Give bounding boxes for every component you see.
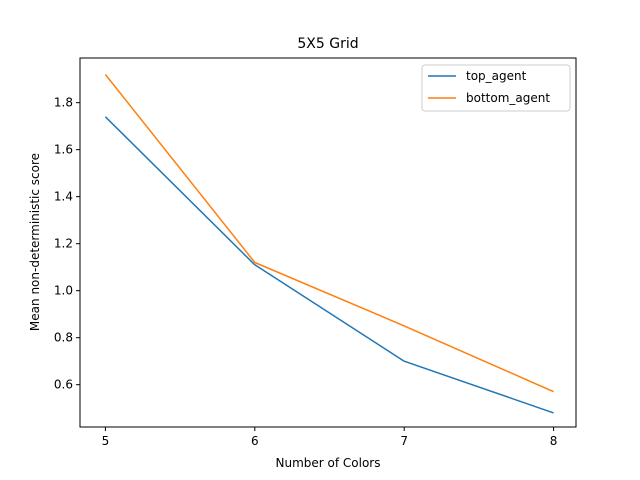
chart-title: 5X5 Grid — [297, 36, 358, 52]
legend-label: top_agent — [466, 69, 527, 83]
y-tick-label: 1.2 — [54, 237, 73, 251]
x-tick-label: 8 — [550, 434, 558, 448]
y-tick-label: 1.6 — [54, 143, 73, 157]
x-axis: 5 6 7 8 — [102, 427, 558, 448]
y-tick-label: 1.8 — [54, 96, 73, 110]
y-axis: 0.6 0.8 1.0 1.2 1.4 1.6 1.8 — [54, 96, 80, 392]
x-tick-label: 6 — [251, 434, 259, 448]
y-tick-label: 0.8 — [54, 331, 73, 345]
plot-area-frame — [79, 57, 577, 428]
x-tick-label: 5 — [102, 434, 110, 448]
y-tick-label: 0.6 — [54, 378, 73, 392]
legend-label: bottom_agent — [466, 91, 550, 105]
series-line-top-agent — [104, 116, 554, 414]
x-tick-label: 7 — [400, 434, 408, 448]
y-axis-title: Mean non-deterministic score — [28, 153, 42, 331]
x-axis-title: Number of Colors — [276, 456, 381, 470]
y-tick-label: 1.0 — [54, 284, 73, 298]
y-tick-label: 1.4 — [54, 190, 73, 204]
series-layer — [104, 74, 554, 414]
series-line-bottom-agent — [104, 74, 554, 393]
legend-box — [421, 64, 571, 112]
legend: top_agent bottom_agent — [421, 64, 571, 112]
